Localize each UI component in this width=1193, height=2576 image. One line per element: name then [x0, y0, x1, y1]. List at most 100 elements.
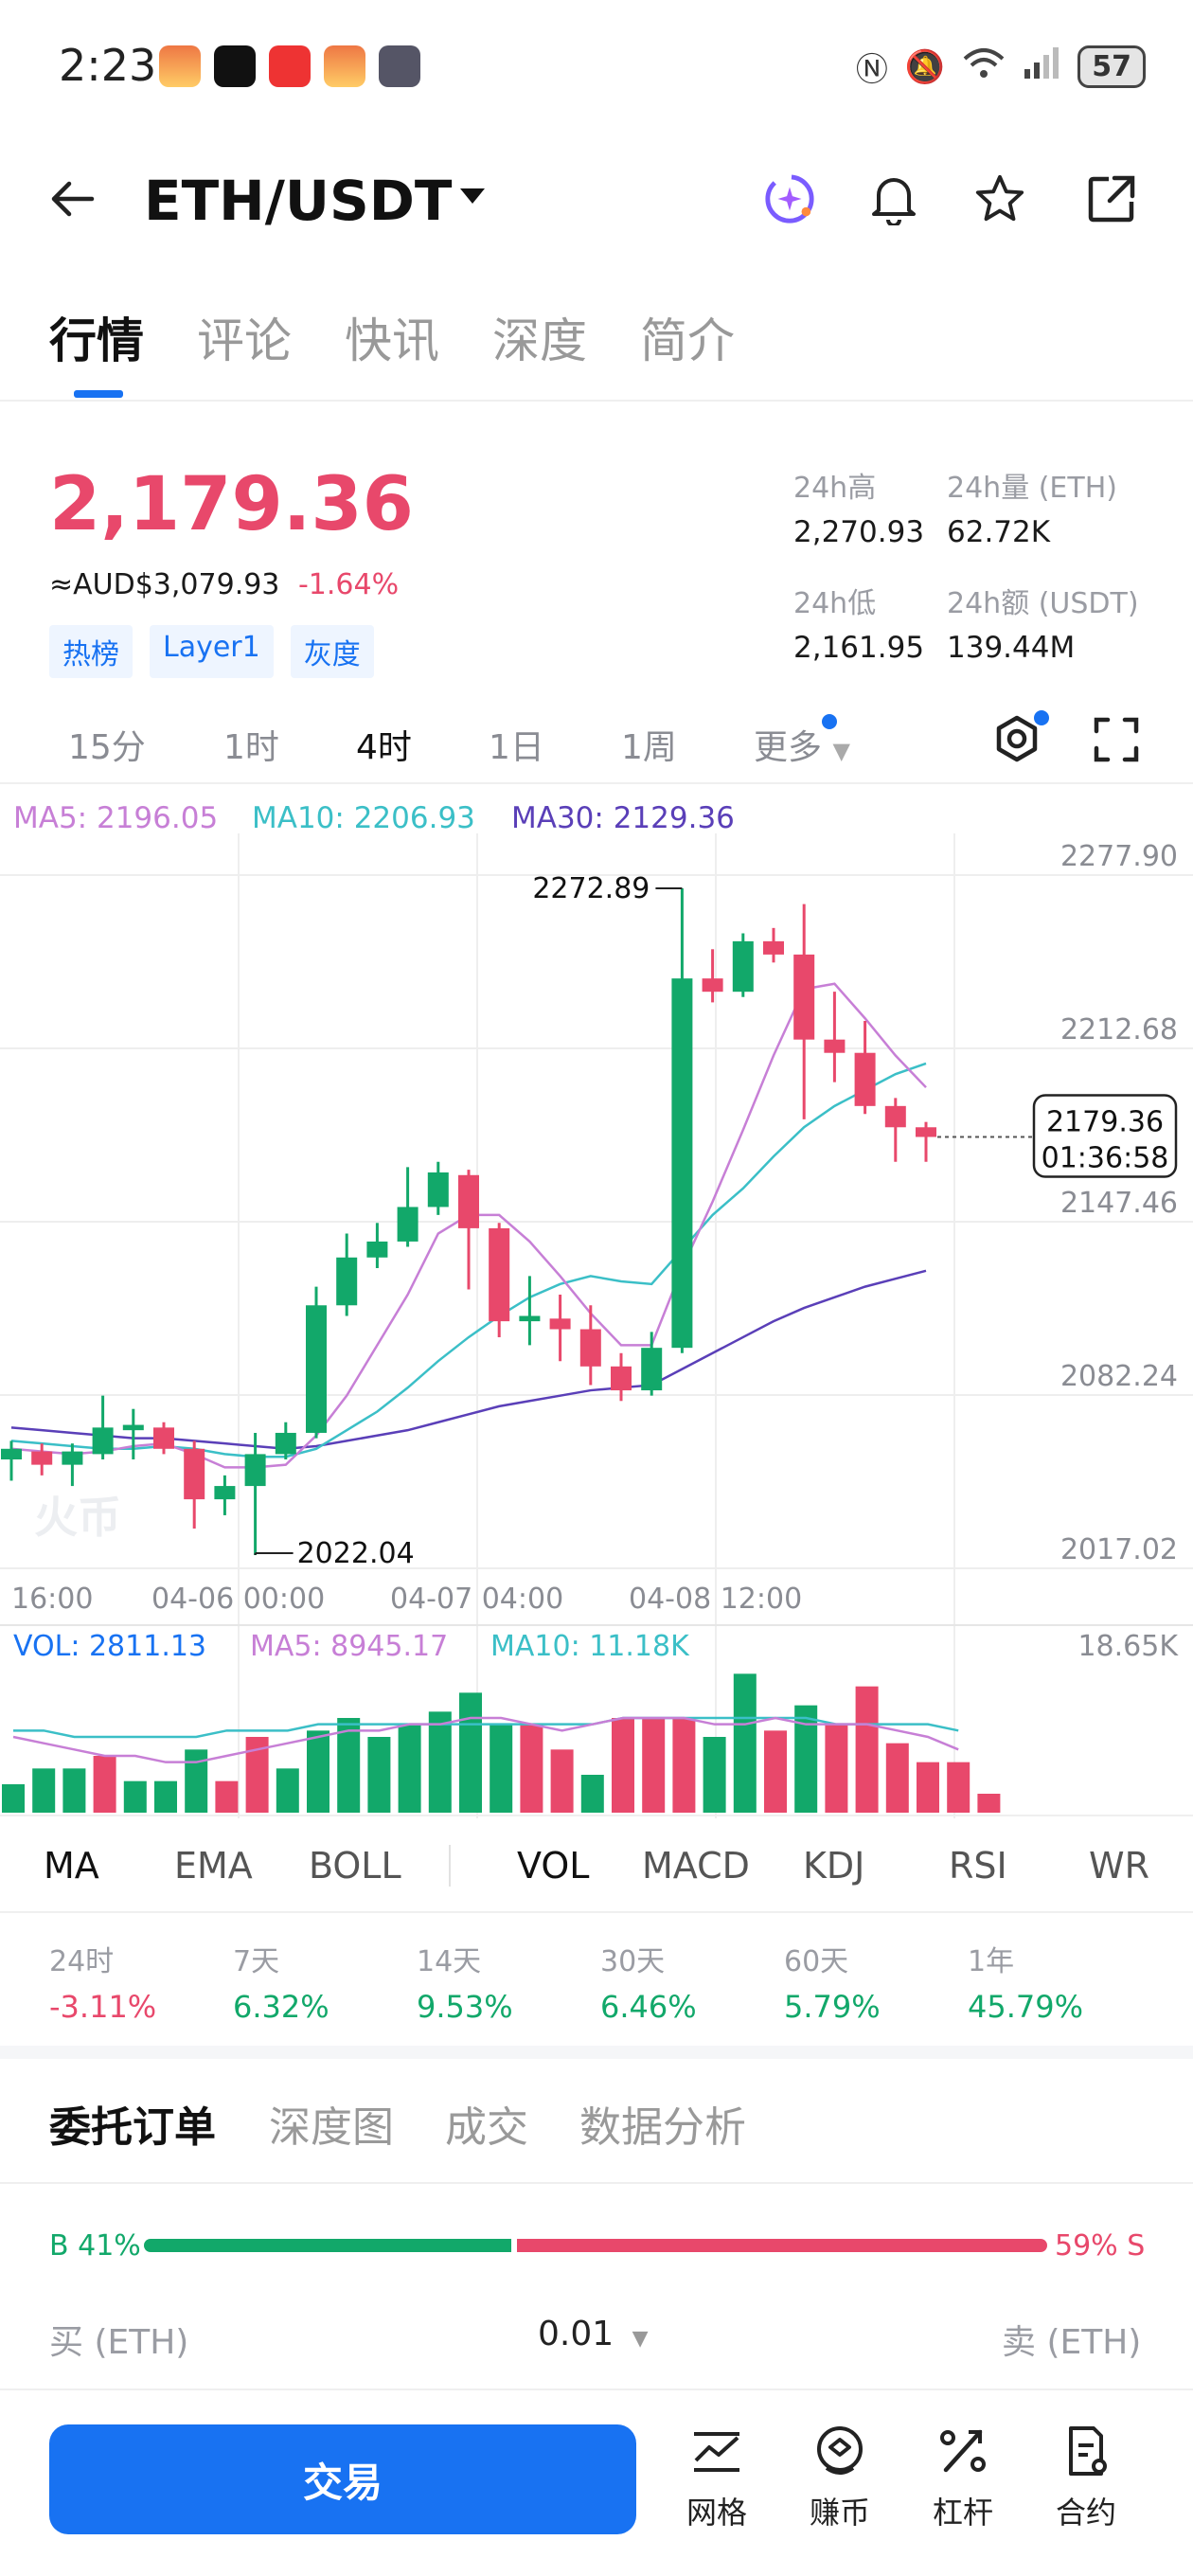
volume-bar — [215, 1780, 239, 1813]
tag-list: 热榜 Layer1 灰度 — [49, 625, 374, 678]
period-4h[interactable]: 4时 — [356, 728, 412, 767]
candle-body — [62, 1451, 83, 1465]
indicator-divider — [449, 1845, 451, 1887]
indicator-macd[interactable]: MACD — [642, 1845, 750, 1887]
current-price-tag — [1032, 1094, 1178, 1178]
share-icon[interactable] — [1085, 172, 1138, 225]
x-tick-label: 04-08 12:00 — [629, 1583, 802, 1616]
divider — [0, 1815, 1193, 1816]
tag-grayscale[interactable]: 灰度 — [290, 625, 374, 678]
chart-settings-icon[interactable] — [990, 710, 1049, 769]
price-step-value: 0.01 — [538, 2315, 614, 2353]
indicator-wr[interactable]: WR — [1089, 1845, 1149, 1887]
stat-24h-high: 24h高 2,270.93 — [793, 464, 924, 549]
ai-assistant-icon[interactable] — [763, 172, 816, 225]
volume-bar — [62, 1768, 86, 1813]
redbook-app-icon — [269, 45, 311, 87]
pair-title[interactable]: ETH/USDT — [144, 169, 453, 233]
stat-label: 24h额 (USDT) — [947, 587, 1139, 620]
period-more[interactable]: 更多 ▼ — [754, 714, 850, 769]
perf-1y: 1年 45.79% — [968, 1938, 1083, 2025]
volume-bar — [398, 1724, 421, 1813]
volume-bar — [32, 1768, 56, 1813]
chevron-down-icon: ▼ — [632, 2327, 649, 2351]
y-tick-label: 2082.24 — [1060, 1360, 1178, 1393]
tab-depth[interactable]: 深度 — [492, 313, 587, 368]
tab-data-analysis[interactable]: 数据分析 — [579, 2103, 746, 2152]
period-15m[interactable]: 15分 — [68, 728, 146, 767]
last-price: 2,179.36 — [49, 462, 414, 547]
min-price-label: 2022.04 — [297, 1537, 415, 1570]
perf-14d: 14天 9.53% — [417, 1938, 513, 2025]
tab-order-book[interactable]: 委托订单 — [49, 2103, 216, 2152]
status-time: 2:23 — [59, 40, 157, 91]
favorite-star-icon[interactable] — [973, 172, 1026, 225]
vol-ma5-line — [12, 1716, 959, 1763]
volume-bar — [276, 1768, 299, 1813]
x-tick-label: 16:00 — [11, 1583, 93, 1616]
nav-margin[interactable]: 杠杆 — [911, 2424, 1015, 2532]
legend-ma10: MA10: 2206.93 — [252, 801, 475, 835]
trade-button[interactable]: 交易 — [49, 2424, 636, 2534]
new-dot — [822, 714, 837, 729]
y-tick-label: 2277.90 — [1060, 840, 1178, 873]
tag-hot[interactable]: 热榜 — [49, 625, 133, 678]
tab-market[interactable]: 行情 — [49, 313, 144, 368]
volume-bar — [977, 1794, 1001, 1813]
alert-bell-icon[interactable] — [867, 172, 920, 225]
indicator-boll[interactable]: BOLL — [309, 1845, 401, 1887]
price-change: -1.64% — [297, 568, 400, 601]
candle-body — [397, 1207, 418, 1242]
nav-grid[interactable]: 网格 — [665, 2424, 769, 2532]
indicator-ma[interactable]: MA — [44, 1845, 99, 1887]
candle-body — [702, 978, 723, 993]
candle-body — [549, 1318, 571, 1330]
stat-label: 24h低 — [793, 587, 877, 620]
period-1w[interactable]: 1周 — [621, 728, 677, 767]
countdown-timer: 01:36:58 — [1042, 1141, 1169, 1174]
earn-coin-icon — [817, 2426, 863, 2475]
stat-value: 62.72K — [947, 515, 1051, 549]
tab-depth-chart[interactable]: 深度图 — [269, 2103, 394, 2152]
candle-body — [611, 1366, 632, 1391]
volume-bar — [337, 1718, 361, 1813]
perf-value: 6.46% — [600, 1989, 697, 2025]
candle-body — [793, 954, 815, 1040]
volume-bar — [2, 1784, 25, 1813]
tab-news[interactable]: 快讯 — [345, 313, 439, 368]
volume-bar — [367, 1737, 391, 1813]
candle-body — [916, 1127, 936, 1137]
tab-comments[interactable]: 评论 — [197, 313, 292, 368]
indicator-ema[interactable]: EMA — [174, 1845, 253, 1887]
stat-24h-volume: 24h量 (ETH) 62.72K — [947, 464, 1117, 549]
tag-layer1[interactable]: Layer1 — [150, 625, 274, 678]
fullscreen-icon[interactable] — [1093, 716, 1140, 767]
volume-bar — [580, 1775, 604, 1813]
perf-24h: 24时 -3.11% — [49, 1938, 156, 2025]
candle-body — [458, 1174, 479, 1228]
sell-bar — [517, 2239, 1047, 2252]
indicator-rsi[interactable]: RSI — [949, 1845, 1007, 1887]
divider — [0, 2388, 1193, 2390]
y-tick-label: 2212.68 — [1060, 1013, 1178, 1046]
kline-chart[interactable]: 2277.90 2212.68 2147.46 2082.24 2017.02 火币 227… — [0, 833, 1193, 1818]
indicator-vol[interactable]: VOL — [517, 1845, 590, 1887]
candle-body — [427, 1172, 449, 1208]
nav-futures[interactable]: 合约 — [1034, 2424, 1138, 2532]
tab-intro[interactable]: 简介 — [640, 313, 735, 368]
volume-bar — [459, 1692, 482, 1813]
perf-label: 60天 — [784, 1945, 849, 1978]
indicator-kdj[interactable]: KDJ — [803, 1845, 865, 1887]
dice-app-icon — [214, 45, 256, 87]
pair-dropdown-icon[interactable] — [458, 186, 487, 210]
candle-body — [763, 940, 784, 955]
price-step-select[interactable]: 0.01 ▼ — [538, 2315, 649, 2353]
tab-trades[interactable]: 成交 — [445, 2103, 528, 2152]
period-1h[interactable]: 1时 — [223, 728, 279, 767]
candle-body — [92, 1427, 114, 1455]
volume-bar — [307, 1730, 329, 1813]
back-arrow-icon[interactable] — [45, 172, 98, 225]
period-1d[interactable]: 1日 — [489, 728, 544, 767]
nav-earn[interactable]: 赚币 — [788, 2424, 892, 2532]
perf-value: -3.11% — [49, 1989, 157, 2025]
